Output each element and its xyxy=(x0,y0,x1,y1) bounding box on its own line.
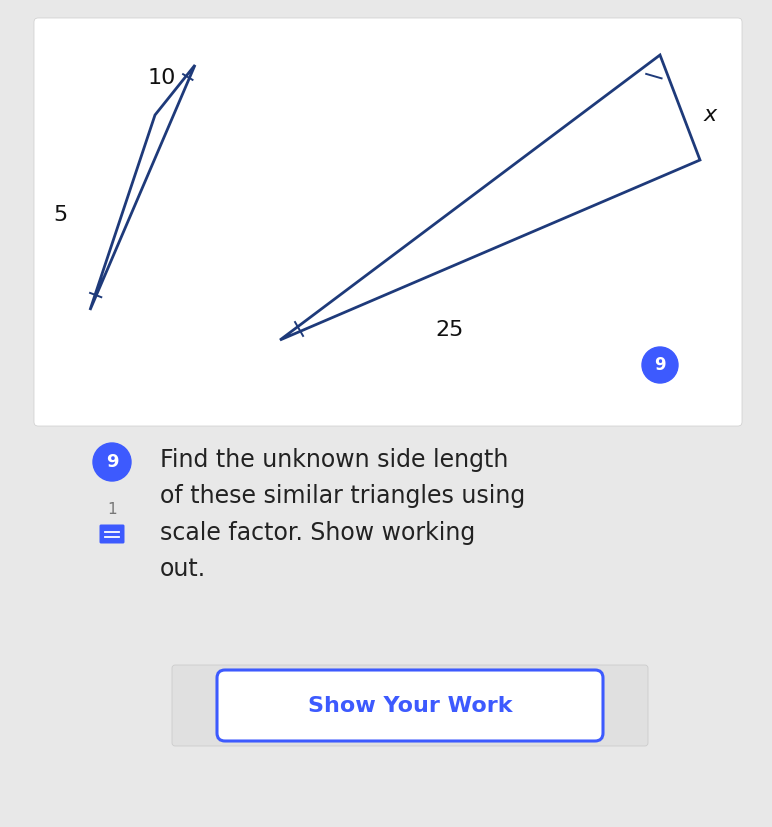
FancyBboxPatch shape xyxy=(34,18,742,426)
FancyBboxPatch shape xyxy=(172,665,648,746)
Text: 1: 1 xyxy=(107,503,117,518)
Text: 25: 25 xyxy=(436,320,464,340)
FancyBboxPatch shape xyxy=(217,670,603,741)
Text: Find the unknown side length
of these similar triangles using
scale factor. Show: Find the unknown side length of these si… xyxy=(160,448,525,581)
Circle shape xyxy=(642,347,678,383)
Text: 9: 9 xyxy=(654,356,665,374)
Text: 5: 5 xyxy=(52,205,67,225)
Text: x: x xyxy=(703,105,716,125)
Text: 10: 10 xyxy=(147,68,176,88)
Text: 9: 9 xyxy=(106,453,118,471)
Text: Show Your Work: Show Your Work xyxy=(308,696,513,715)
Circle shape xyxy=(93,443,131,481)
FancyBboxPatch shape xyxy=(100,524,124,543)
